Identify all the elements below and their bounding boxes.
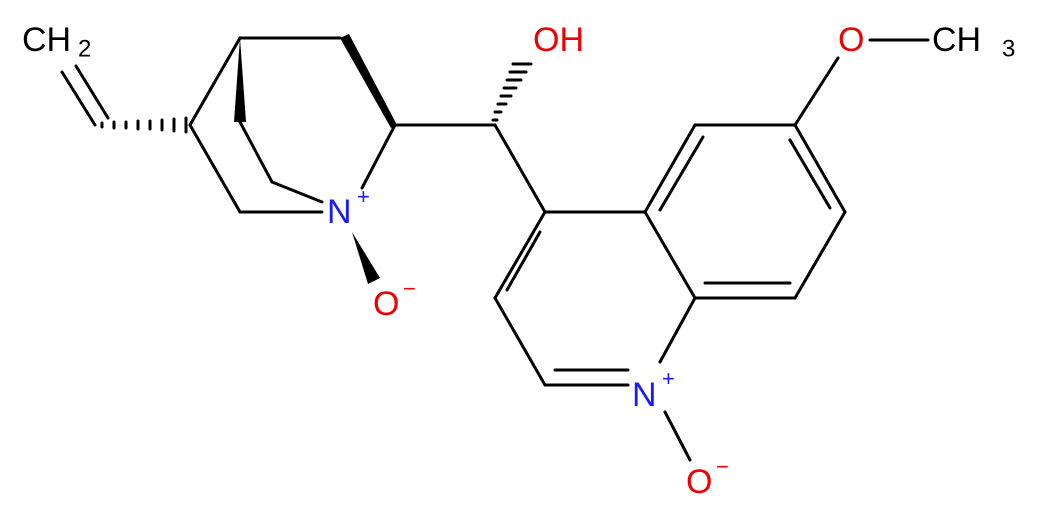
atom-label: O (373, 285, 399, 323)
atom-label: N (327, 193, 352, 231)
atom-subscript: 3 (1002, 35, 1015, 62)
atom-label: CH (22, 21, 71, 59)
atom-charge: − (403, 276, 416, 301)
atom-label: O (838, 21, 864, 59)
atom-label: CH (932, 21, 981, 59)
atom-label: OH (533, 21, 584, 59)
atom-charge: + (662, 366, 675, 391)
atom-charge: − (716, 454, 729, 479)
atom-label: N (632, 376, 657, 414)
atom-label: O (686, 463, 712, 501)
atom-labels: CH 2 OH O CH 3 N + O − N + O − (22, 21, 1015, 501)
atom-charge: + (357, 184, 370, 209)
atom-subscript: 2 (78, 35, 91, 62)
bonds (60, 34, 930, 462)
